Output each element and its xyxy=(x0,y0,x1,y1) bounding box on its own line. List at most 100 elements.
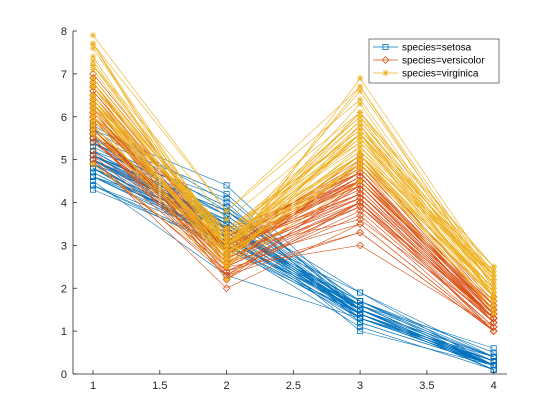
series-line xyxy=(92,65,494,268)
legend-label: species=setosa xyxy=(402,43,472,54)
data-point xyxy=(223,263,230,271)
data-point xyxy=(90,152,97,159)
data-point xyxy=(490,293,497,301)
series-line xyxy=(92,116,494,310)
data-point xyxy=(90,178,97,185)
data-point xyxy=(357,289,364,296)
data-point xyxy=(223,242,230,249)
data-point xyxy=(356,165,364,172)
data-point xyxy=(489,322,498,331)
data-point xyxy=(223,229,230,236)
data-point xyxy=(223,259,230,266)
y-tick-label: 4 xyxy=(61,198,67,210)
series-line xyxy=(92,137,494,332)
y-tick-label: 5 xyxy=(61,155,67,167)
x-tick-label: 1.5 xyxy=(152,380,167,392)
series-line xyxy=(92,43,494,280)
data-point xyxy=(223,190,230,197)
data-point xyxy=(489,318,498,327)
data-point xyxy=(223,199,230,206)
series-line xyxy=(92,107,494,276)
data-point xyxy=(89,160,97,168)
data-point xyxy=(490,362,497,369)
data-point xyxy=(90,139,97,146)
data-point xyxy=(223,216,230,223)
data-point xyxy=(90,173,97,180)
data-point xyxy=(489,310,498,318)
data-point xyxy=(222,284,231,293)
data-point xyxy=(356,168,364,177)
data-point xyxy=(89,151,97,160)
data-point xyxy=(89,138,97,147)
data-point xyxy=(356,228,364,237)
series-line xyxy=(92,163,494,302)
data-point xyxy=(223,207,230,215)
data-point xyxy=(223,195,230,202)
x-tick-label: 2.5 xyxy=(286,380,301,392)
data-point xyxy=(356,177,364,185)
series-layer xyxy=(89,32,498,373)
x-tick-label: 2 xyxy=(224,380,230,392)
data-point xyxy=(89,130,97,138)
data-point xyxy=(356,152,364,159)
series-line xyxy=(92,86,494,268)
data-point xyxy=(356,113,364,120)
data-point xyxy=(89,32,97,39)
series-line xyxy=(92,155,494,328)
data-point xyxy=(490,289,497,296)
data-point xyxy=(356,139,364,146)
data-point xyxy=(356,177,364,185)
y-tick-label: 1 xyxy=(61,326,67,338)
data-point xyxy=(223,237,230,245)
data-point xyxy=(356,207,364,215)
data-point xyxy=(356,74,364,82)
data-point xyxy=(357,302,364,309)
data-point xyxy=(89,126,97,133)
data-point xyxy=(89,57,97,65)
data-point xyxy=(357,298,364,305)
data-point xyxy=(356,100,364,108)
series-line xyxy=(92,159,494,332)
data-point xyxy=(89,62,97,69)
data-point xyxy=(89,130,97,138)
data-point xyxy=(89,82,97,91)
data-point xyxy=(356,126,364,133)
data-point xyxy=(89,117,97,125)
data-point xyxy=(490,276,497,283)
data-point xyxy=(89,83,97,90)
data-point xyxy=(356,87,364,95)
data-point xyxy=(490,345,497,352)
data-point xyxy=(356,211,364,220)
data-point xyxy=(357,306,364,313)
data-point xyxy=(89,66,97,73)
y-tick-label: 0 xyxy=(61,369,67,381)
data-point xyxy=(223,276,230,283)
data-point xyxy=(89,96,97,103)
axes-layer: 1 1.5 2 2.5 3 3.5 4 0 1 2 3 4 5 6 7 8 xyxy=(61,26,507,392)
series-species-virginica xyxy=(89,32,497,318)
data-point xyxy=(356,156,364,163)
data-point xyxy=(357,310,364,317)
data-point xyxy=(356,185,364,194)
legend-marker xyxy=(382,69,389,77)
data-point xyxy=(490,358,497,365)
data-point xyxy=(223,255,230,262)
data-point xyxy=(356,130,364,138)
data-point xyxy=(490,267,497,275)
data-point xyxy=(356,96,364,103)
data-point xyxy=(356,117,364,125)
x-tick-label: 1 xyxy=(90,380,96,392)
data-point xyxy=(222,275,231,284)
data-point xyxy=(356,241,364,250)
data-point xyxy=(89,109,97,116)
legend: species=setosa species=versicolor species=… xyxy=(368,38,500,84)
data-point xyxy=(356,143,364,150)
data-point xyxy=(89,134,97,143)
data-point xyxy=(356,181,364,190)
data-point xyxy=(89,160,97,168)
data-point xyxy=(489,314,498,323)
data-point xyxy=(356,198,364,207)
data-point xyxy=(89,147,97,155)
